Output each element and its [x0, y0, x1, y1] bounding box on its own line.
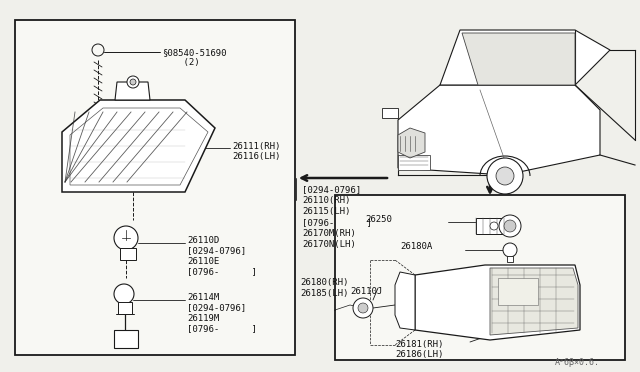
- Text: A²6β×0.6.: A²6β×0.6.: [555, 358, 600, 367]
- Polygon shape: [395, 272, 415, 330]
- Bar: [120, 248, 136, 260]
- Bar: [114, 330, 138, 348]
- Circle shape: [487, 158, 523, 194]
- Text: 26250: 26250: [365, 215, 392, 224]
- Text: 26170M(RH): 26170M(RH): [302, 229, 356, 238]
- Polygon shape: [398, 128, 425, 158]
- Circle shape: [496, 167, 514, 185]
- Circle shape: [499, 215, 521, 237]
- Circle shape: [490, 222, 498, 230]
- Circle shape: [114, 226, 138, 250]
- Text: 26181(RH)
26186(LH): 26181(RH) 26186(LH): [395, 340, 444, 359]
- Circle shape: [92, 44, 104, 56]
- Circle shape: [127, 76, 139, 88]
- Bar: [382, 108, 398, 118]
- Text: 26170N(LH): 26170N(LH): [302, 240, 356, 249]
- Polygon shape: [62, 100, 215, 192]
- Text: 26110J: 26110J: [350, 287, 382, 296]
- Text: 26110D
[0294-0796]
26110E
[0796-      ]: 26110D [0294-0796] 26110E [0796- ]: [187, 236, 257, 276]
- Polygon shape: [490, 268, 578, 335]
- Circle shape: [353, 298, 373, 318]
- Text: 26110(RH): 26110(RH): [302, 196, 350, 205]
- Bar: [398, 155, 430, 170]
- Circle shape: [358, 303, 368, 313]
- Text: 26115(LH): 26115(LH): [302, 207, 350, 216]
- Text: §08540-51690
    (2): §08540-51690 (2): [162, 48, 227, 67]
- Polygon shape: [398, 85, 600, 175]
- Text: 26180A: 26180A: [400, 242, 432, 251]
- Text: 26111(RH)
26116(LH): 26111(RH) 26116(LH): [232, 142, 280, 161]
- Text: 26180(RH): 26180(RH): [300, 278, 348, 287]
- Circle shape: [504, 220, 516, 232]
- Bar: [335, 195, 625, 360]
- Text: 26185(LH): 26185(LH): [300, 289, 348, 298]
- Text: [0796-      ]: [0796- ]: [302, 218, 372, 227]
- Bar: [15, 20, 295, 355]
- Polygon shape: [115, 82, 150, 100]
- Text: [0294-0796]: [0294-0796]: [302, 185, 361, 194]
- Bar: [476, 218, 504, 234]
- Bar: [507, 256, 513, 262]
- Polygon shape: [440, 30, 610, 85]
- Circle shape: [503, 243, 517, 257]
- Bar: [118, 302, 132, 314]
- Polygon shape: [462, 33, 575, 85]
- Polygon shape: [415, 265, 580, 340]
- Circle shape: [114, 284, 134, 304]
- Circle shape: [130, 79, 136, 85]
- Text: 26114M
[0294-0796]
26119M
[0796-      ]: 26114M [0294-0796] 26119M [0796- ]: [187, 293, 257, 333]
- Bar: [498, 278, 538, 305]
